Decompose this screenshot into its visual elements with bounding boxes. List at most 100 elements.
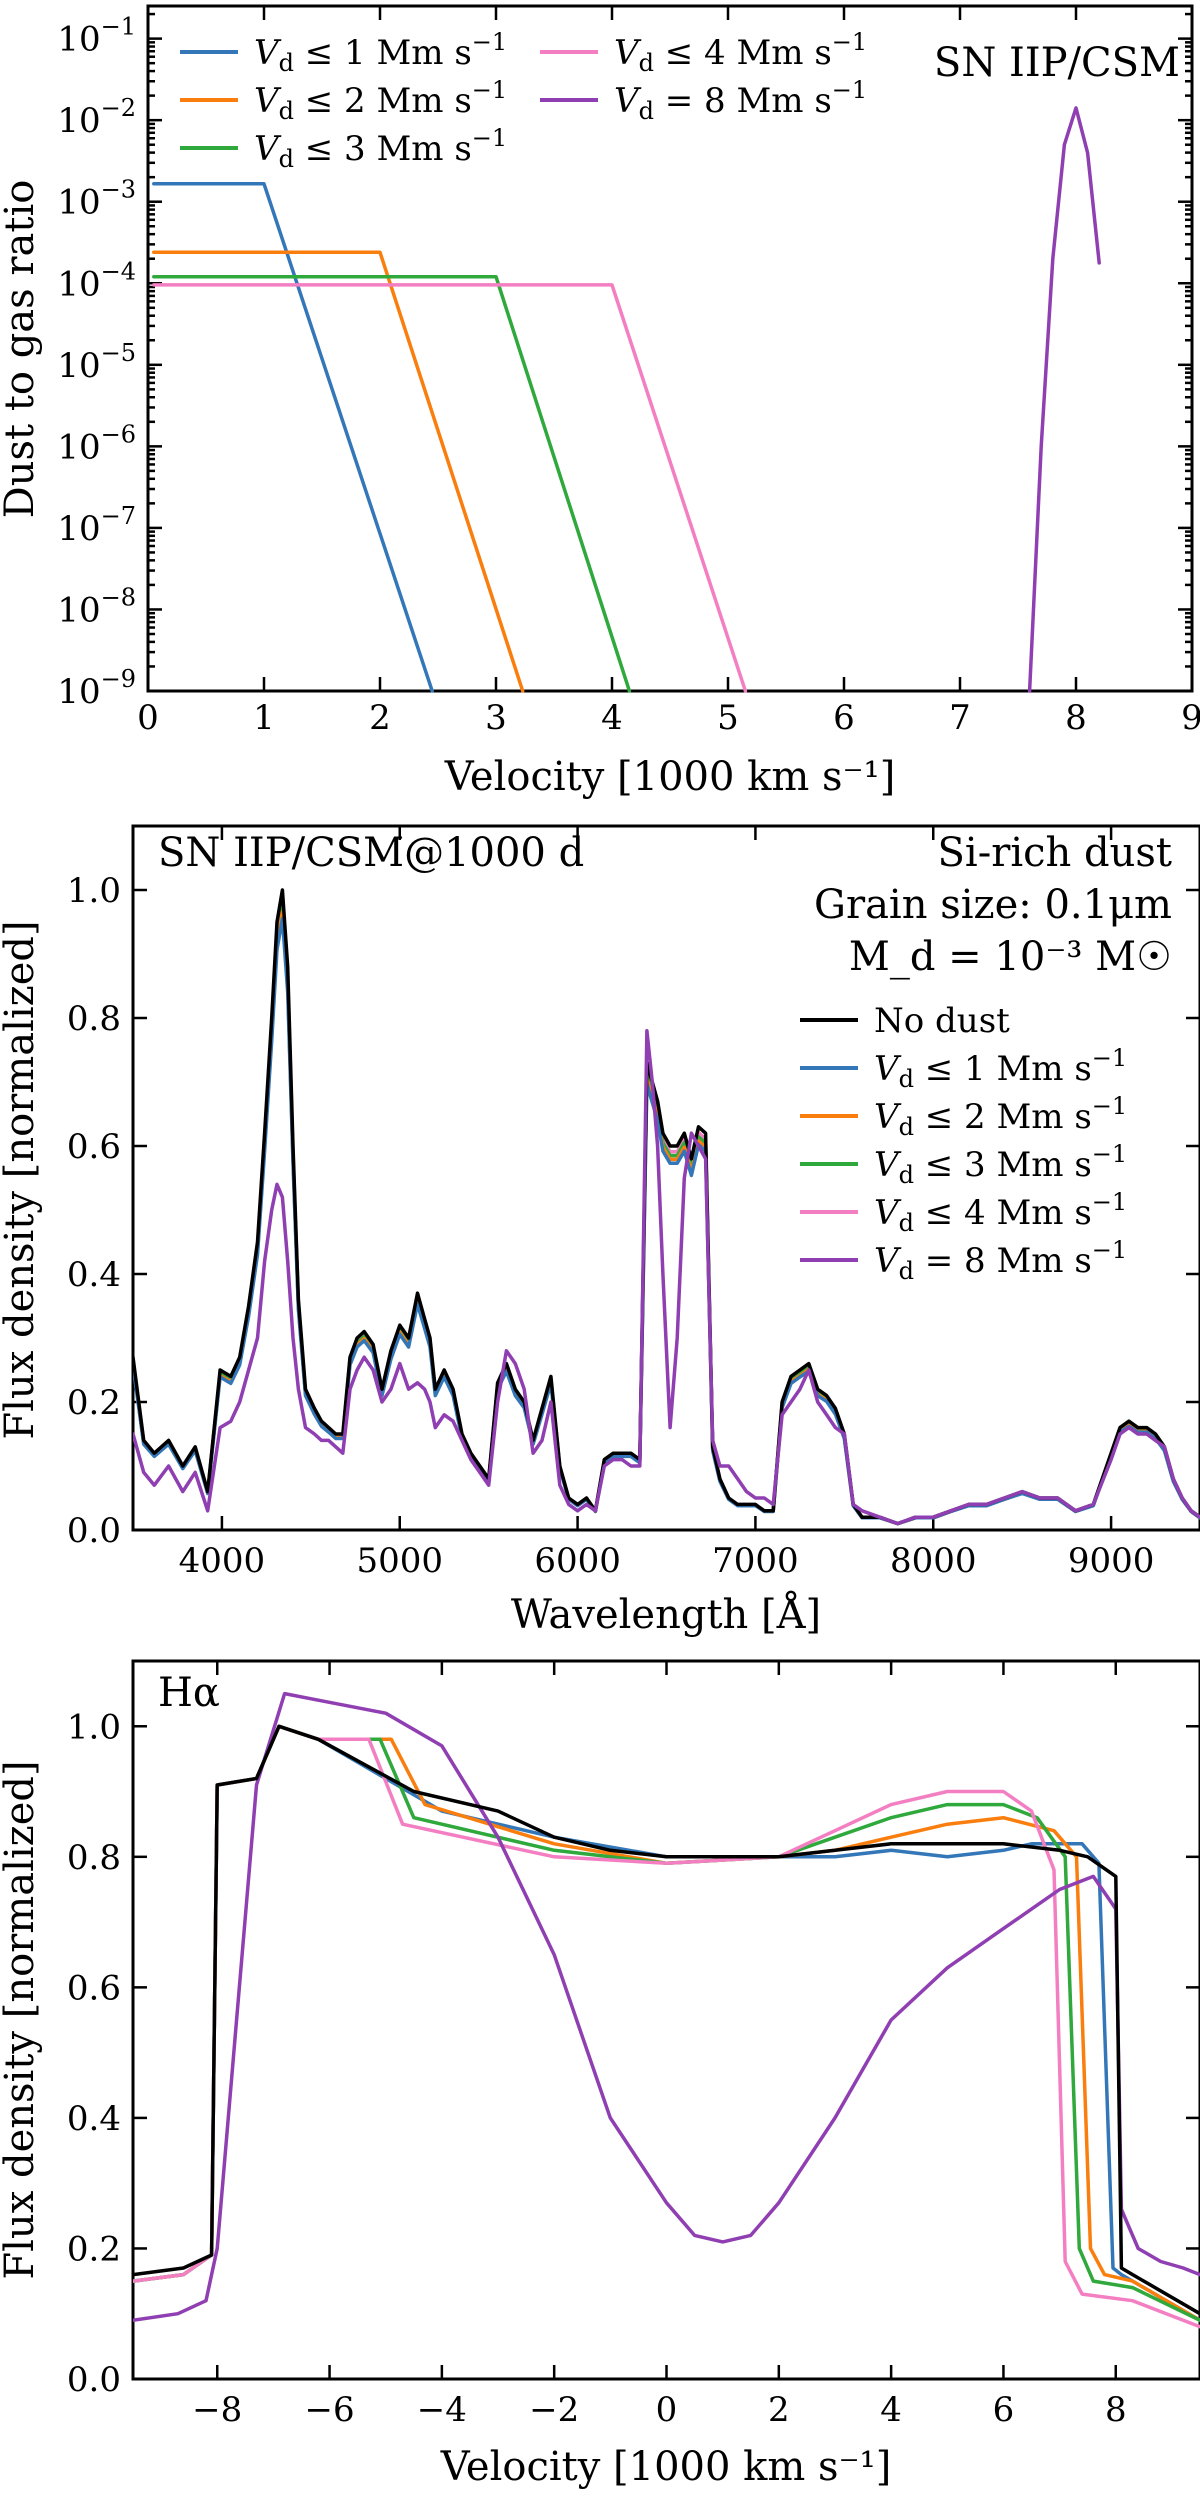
panel2-xlabel: Wavelength [Å] <box>511 1591 821 1638</box>
legend-item: Vd ≤ 3 Mm s−1 <box>800 1140 1127 1189</box>
legend-item: Vd ≤ 1 Mm s−1 <box>180 28 507 77</box>
plot-area-panel3 <box>133 1691 1200 2329</box>
legend-label: Vd ≤ 2 Mm s−1 <box>254 76 507 125</box>
y-tick-label: 10−9 <box>57 665 136 712</box>
x-tick-label: 8 <box>1105 2390 1127 2430</box>
ticks-panel3: −8 −6 −4 −2 0 2 4 6 8 0.0 0.2 0.4 0.6 0.8 1.0 <box>67 1661 1200 2430</box>
legend-item: Vd = 8 Mm s−1 <box>800 1236 1127 1285</box>
y-tick-label: 1.0 <box>67 1707 121 1747</box>
panel1-ylabel: Dust to gas ratio <box>0 180 43 519</box>
x-tick-label: 6000 <box>534 1541 621 1581</box>
legend-label: Vd ≤ 4 Mm s−1 <box>614 28 867 77</box>
panel2-dust-type: Si-rich dust <box>938 830 1172 876</box>
x-tick-label: −2 <box>529 2390 579 2430</box>
legend-item: Vd ≤ 3 Mm s−1 <box>180 124 507 173</box>
y-tick-label: 0.2 <box>67 2229 121 2269</box>
y-tick-label: 0.8 <box>67 1838 121 1878</box>
x-tick-label: 9000 <box>1068 1541 1155 1581</box>
panel-halpha: −8 −6 −4 −2 0 2 4 6 8 0.0 0.2 0.4 0.6 0.8 1.0 Hα Veloc… <box>0 1659 1200 2490</box>
legend-label: Vd ≤ 4 Mm s−1 <box>874 1188 1127 1237</box>
panel2-ylabel: Flux density [normalized] <box>0 920 43 1439</box>
series-line <box>152 250 525 693</box>
axes-frame-panel3 <box>131 1659 1200 2381</box>
legend-item: Vd ≤ 4 Mm s−1 <box>800 1188 1127 1237</box>
series-line <box>133 1724 1200 2316</box>
y-tick-label: 10−7 <box>57 502 136 549</box>
y-tick-label: 0.2 <box>67 1383 121 1423</box>
series-line <box>133 1691 1200 2323</box>
panel1-annotation: SN IIP/CSM <box>934 40 1180 86</box>
series-line <box>133 1724 1200 2323</box>
x-tick-label: 2 <box>369 698 391 738</box>
x-tick-label: 7 <box>949 698 971 738</box>
x-tick-label: 1 <box>253 698 275 738</box>
panel1-xlabel: Velocity [1000 km s⁻¹] <box>444 754 896 800</box>
x-tick-label: 7000 <box>712 1541 799 1581</box>
ticks-panel1: 0 1 2 3 4 5 6 7 8 9 10−1 10−2 10−3 10−4 10−5 10−6 10−7 10… <box>57 6 1200 738</box>
axes-frame-panel1 <box>146 4 1194 693</box>
x-tick-label: −8 <box>192 2390 242 2430</box>
y-tick-label: 1.0 <box>67 871 121 911</box>
x-tick-label: 8 <box>1065 698 1087 738</box>
series-line <box>133 1724 1200 2323</box>
legend-label: Vd = 8 Mm s−1 <box>874 1236 1127 1285</box>
y-tick-label: 10−1 <box>57 13 136 60</box>
legend-label: Vd ≤ 2 Mm s−1 <box>874 1092 1127 1141</box>
y-tick-label: 10−2 <box>57 94 136 141</box>
x-tick-label: 2 <box>768 2390 790 2430</box>
x-tick-label: 9 <box>1181 698 1200 738</box>
y-tick-label: 0.0 <box>67 2360 121 2400</box>
legend-item: Vd ≤ 2 Mm s−1 <box>800 1092 1127 1141</box>
x-tick-label: 4000 <box>179 1541 266 1581</box>
legend-label: Vd = 8 Mm s−1 <box>614 76 867 125</box>
panel3-xlabel: Velocity [1000 km s⁻¹] <box>440 2444 892 2490</box>
y-tick-label: 0.6 <box>67 1968 121 2008</box>
series-line <box>152 274 632 693</box>
legend-label: Vd ≤ 1 Mm s−1 <box>874 1044 1127 1093</box>
x-tick-label: 8000 <box>890 1541 977 1581</box>
legend-item: No dust <box>800 1001 1010 1041</box>
panel2-grain-size: Grain size: 0.1μm <box>814 882 1172 928</box>
y-tick-label: 0.6 <box>67 1127 121 1167</box>
legend-label: No dust <box>874 1001 1010 1041</box>
y-tick-label: 10−4 <box>57 257 136 304</box>
x-tick-label: 6 <box>833 698 855 738</box>
series-line <box>133 1724 1200 2323</box>
plot-area-panel1 <box>152 106 1101 693</box>
y-tick-label: 0.8 <box>67 999 121 1039</box>
y-tick-label: 10−8 <box>57 583 136 630</box>
series-line <box>133 1724 1200 2329</box>
y-tick-label: 0.0 <box>67 1511 121 1551</box>
series-line <box>1027 106 1101 693</box>
legend-item: Vd ≤ 4 Mm s−1 <box>540 28 867 77</box>
ticks-panel2: 4000 5000 6000 7000 8000 9000 0.0 0.2 0.4 0.6 0.8 1… <box>67 826 1200 1581</box>
x-tick-label: 5 <box>717 698 739 738</box>
x-tick-label: 4 <box>601 698 623 738</box>
series-line <box>152 283 748 693</box>
legend-item: Vd ≤ 1 Mm s−1 <box>800 1044 1127 1093</box>
series-line <box>152 182 434 693</box>
legend-label: Vd ≤ 1 Mm s−1 <box>254 28 507 77</box>
x-tick-label: 0 <box>137 698 159 738</box>
panel3-annotation: Hα <box>158 1670 220 1716</box>
x-tick-label: 4 <box>880 2390 902 2430</box>
legend-item: Vd = 8 Mm s−1 <box>540 76 867 125</box>
y-tick-label: 0.4 <box>67 1255 121 1295</box>
legend-label: Vd ≤ 3 Mm s−1 <box>874 1140 1127 1189</box>
x-tick-label: 5000 <box>356 1541 443 1581</box>
plot-area-panel2 <box>133 888 1200 1526</box>
panel2-dust-mass: M_d = 10⁻³ M☉ <box>849 934 1172 980</box>
y-tick-label: 0.4 <box>67 2099 121 2139</box>
legend-label: Vd ≤ 3 Mm s−1 <box>254 124 507 173</box>
axes-frame-panel2 <box>131 824 1200 1532</box>
panel-dust-to-gas: 0 1 2 3 4 5 6 7 8 9 10−1 10−2 10−3 10−4 10−5 10−6 10−7 10… <box>0 4 1200 800</box>
x-tick-label: −4 <box>417 2390 467 2430</box>
x-tick-label: −6 <box>304 2390 354 2430</box>
y-tick-label: 10−5 <box>57 339 136 386</box>
panel-spectrum: 4000 5000 6000 7000 8000 9000 0.0 0.2 0.4 0.6 0.8 1… <box>0 824 1200 1638</box>
y-tick-label: 10−3 <box>57 176 136 223</box>
legend-panel1: Vd ≤ 1 Mm s−1Vd ≤ 2 Mm s−1Vd ≤ 3 Mm s−1 V… <box>180 28 867 173</box>
x-tick-label: 0 <box>656 2390 678 2430</box>
